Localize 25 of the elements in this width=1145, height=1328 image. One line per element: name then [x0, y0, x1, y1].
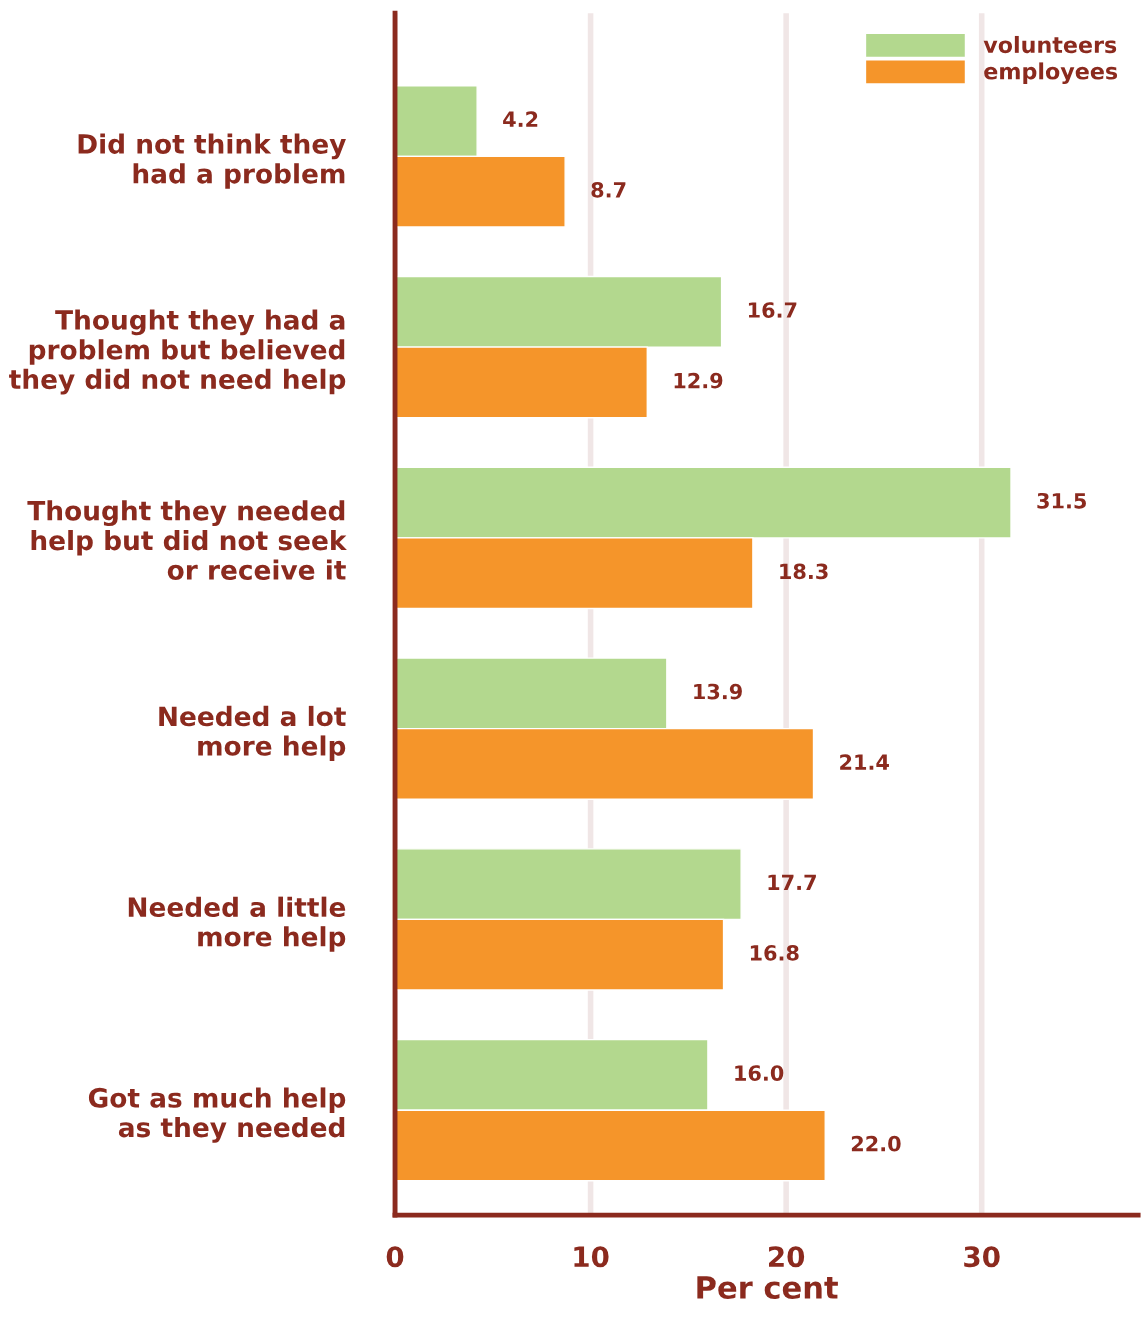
- x-tick-label: 0: [386, 1246, 404, 1268]
- data-label: 16.0: [735, 1065, 784, 1081]
- y-tick-label: Needed a lot more help: [159, 705, 346, 761]
- data-label: 18.3: [780, 563, 828, 580]
- x-tick-label: 10: [574, 1246, 609, 1268]
- y-tick-label: Thought they had a problem but believed they did not need help: [9, 309, 346, 395]
- y-tick-label: Thought they needed help but did not seek or receive it: [27, 500, 347, 580]
- x-tick-label: 20: [769, 1246, 805, 1268]
- data-label: 22.0: [851, 1135, 901, 1152]
- data-label: 4.2: [503, 111, 538, 127]
- y-tick-label: Did not think they had a problem: [78, 133, 346, 189]
- x-tick-label: 30: [964, 1246, 1000, 1268]
- data-label: 16.8: [750, 945, 799, 961]
- x-axis-title: Per cent: [697, 1276, 838, 1299]
- y-tick-label: Got as much help as they needed: [88, 1087, 346, 1143]
- data-label: 12.9: [674, 372, 723, 389]
- data-label: 17.7: [768, 874, 816, 890]
- data-label: 8.7: [591, 181, 626, 198]
- legend-label: employees: [984, 62, 1118, 85]
- y-tick-label: Needed a little more help: [128, 896, 346, 952]
- data-label: 16.7: [748, 302, 797, 318]
- data-label: 21.4: [840, 754, 889, 770]
- data-label: 31.5: [1037, 492, 1086, 509]
- legend-label: volunteers: [983, 35, 1117, 54]
- data-label: 13.9: [694, 683, 742, 700]
